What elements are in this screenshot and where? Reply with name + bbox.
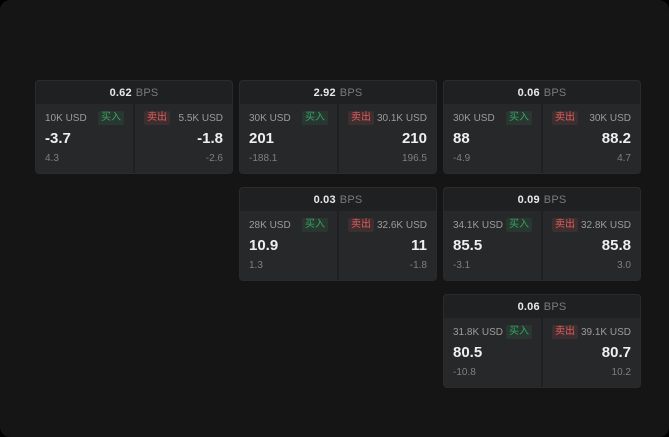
- spread-header: 0.09 BPS: [444, 188, 640, 211]
- quote-card-grid: 0.62 BPS 10K USD 买入 -3.7 4.3 卖出 5.5K USD: [35, 80, 641, 388]
- spread-value: 0.06: [517, 301, 540, 313]
- sell-delta: 196.5: [401, 153, 427, 164]
- sell-delta: 4.7: [617, 153, 631, 164]
- buy-label: 买入: [506, 325, 532, 339]
- spread-unit: BPS: [339, 194, 363, 206]
- spread-header: 0.06 BPS: [444, 81, 640, 104]
- sell-price: 11: [411, 237, 427, 254]
- sell-delta: -1.8: [409, 260, 427, 271]
- buy-label: 买入: [98, 111, 124, 125]
- sell-label: 卖出: [144, 111, 170, 125]
- sell-size: 32.8K USD: [580, 219, 631, 231]
- sell-size: 32.6K USD: [376, 219, 427, 231]
- sell-delta: 3.0: [617, 260, 631, 271]
- sell-label: 卖出: [552, 218, 578, 232]
- sell-panel[interactable]: 卖出 30.1K USD 210 196.5: [339, 104, 436, 173]
- sell-delta: 10.2: [611, 367, 631, 378]
- buy-panel[interactable]: 30K USD 买入 201 -188.1: [240, 104, 337, 173]
- buy-panel[interactable]: 10K USD 买入 -3.7 4.3: [36, 104, 133, 173]
- quote-panels: 31.8K USD 买入 80.5 -10.8 卖出 39.1K USD 80.…: [444, 318, 640, 387]
- buy-size: 31.8K USD: [453, 326, 504, 338]
- spread-value: 0.03: [313, 194, 336, 206]
- quote-card: 0.06 BPS 30K USD 买入 88 -4.9 卖出 30K USD: [443, 80, 641, 174]
- buy-label: 买入: [506, 111, 532, 125]
- quote-panels: 34.1K USD 买入 85.5 -3.1 卖出 32.8K USD 85.8…: [444, 211, 640, 280]
- spread-header: 0.06 BPS: [444, 295, 640, 318]
- sell-price: -1.8: [197, 130, 223, 147]
- sell-label: 卖出: [552, 111, 578, 125]
- buy-delta: 1.3: [249, 260, 263, 271]
- sell-panel[interactable]: 卖出 30K USD 88.2 4.7: [543, 104, 640, 173]
- spread-value: 0.09: [517, 194, 540, 206]
- sell-price: 210: [401, 130, 427, 147]
- buy-price: 85.5: [453, 237, 483, 254]
- buy-price: 201: [249, 130, 275, 147]
- buy-size: 30K USD: [249, 112, 291, 124]
- spread-unit: BPS: [543, 87, 567, 99]
- buy-size: 28K USD: [249, 219, 291, 231]
- spread-unit: BPS: [135, 87, 159, 99]
- spread-unit: BPS: [543, 301, 567, 313]
- buy-panel[interactable]: 31.8K USD 买入 80.5 -10.8: [444, 318, 541, 387]
- spread-header: 2.92 BPS: [240, 81, 436, 104]
- buy-delta: -4.9: [453, 153, 471, 164]
- sell-price: 88.2: [601, 130, 631, 147]
- spread-header: 0.03 BPS: [240, 188, 436, 211]
- buy-delta: -10.8: [453, 367, 476, 378]
- sell-size: 39.1K USD: [580, 326, 631, 338]
- sell-panel[interactable]: 卖出 32.6K USD 11 -1.8: [339, 211, 436, 280]
- spread-value: 0.62: [109, 87, 132, 99]
- buy-size: 30K USD: [453, 112, 495, 124]
- quote-panels: 10K USD 买入 -3.7 4.3 卖出 5.5K USD -1.8 -2.…: [36, 104, 232, 173]
- sell-label: 卖出: [552, 325, 578, 339]
- spread-value: 2.92: [313, 87, 336, 99]
- sell-delta: -2.6: [205, 153, 223, 164]
- buy-panel[interactable]: 34.1K USD 买入 85.5 -3.1: [444, 211, 541, 280]
- quote-panels: 30K USD 买入 201 -188.1 卖出 30.1K USD 210 1…: [240, 104, 436, 173]
- buy-label: 买入: [506, 218, 532, 232]
- spread-unit: BPS: [543, 194, 567, 206]
- quote-card: 2.92 BPS 30K USD 买入 201 -188.1 卖出 30.1K U…: [239, 80, 437, 174]
- sell-panel[interactable]: 卖出 5.5K USD -1.8 -2.6: [135, 104, 232, 173]
- buy-delta: 4.3: [45, 153, 59, 164]
- quote-card: 0.06 BPS 31.8K USD 买入 80.5 -10.8 卖出 39.1K…: [443, 294, 641, 388]
- quote-panels: 30K USD 买入 88 -4.9 卖出 30K USD 88.2 4.7: [444, 104, 640, 173]
- buy-delta: -188.1: [249, 153, 278, 164]
- sell-size: 30.1K USD: [376, 112, 427, 124]
- buy-label: 买入: [302, 218, 328, 232]
- buy-price: 10.9: [249, 237, 279, 254]
- sell-label: 卖出: [348, 111, 374, 125]
- buy-label: 买入: [302, 111, 328, 125]
- quote-panels: 28K USD 买入 10.9 1.3 卖出 32.6K USD 11 -1.8: [240, 211, 436, 280]
- buy-price: 88: [453, 130, 470, 147]
- sell-size: 30K USD: [589, 112, 631, 124]
- quote-card: 0.09 BPS 34.1K USD 买入 85.5 -3.1 卖出 32.8K …: [443, 187, 641, 281]
- buy-price: -3.7: [45, 130, 71, 147]
- quote-card: 0.03 BPS 28K USD 买入 10.9 1.3 卖出 32.6K USD: [239, 187, 437, 281]
- sell-panel[interactable]: 卖出 32.8K USD 85.8 3.0: [543, 211, 640, 280]
- quote-card: 0.62 BPS 10K USD 买入 -3.7 4.3 卖出 5.5K USD: [35, 80, 233, 174]
- buy-size: 34.1K USD: [453, 219, 504, 231]
- buy-panel[interactable]: 28K USD 买入 10.9 1.3: [240, 211, 337, 280]
- buy-size: 10K USD: [45, 112, 87, 124]
- sell-price: 80.7: [601, 344, 631, 361]
- spread-value: 0.06: [517, 87, 540, 99]
- sell-panel[interactable]: 卖出 39.1K USD 80.7 10.2: [543, 318, 640, 387]
- buy-panel[interactable]: 30K USD 买入 88 -4.9: [444, 104, 541, 173]
- sell-price: 85.8: [601, 237, 631, 254]
- spread-header: 0.62 BPS: [36, 81, 232, 104]
- sell-label: 卖出: [348, 218, 374, 232]
- sell-size: 5.5K USD: [178, 112, 223, 124]
- buy-price: 80.5: [453, 344, 483, 361]
- spread-unit: BPS: [339, 87, 363, 99]
- buy-delta: -3.1: [453, 260, 471, 271]
